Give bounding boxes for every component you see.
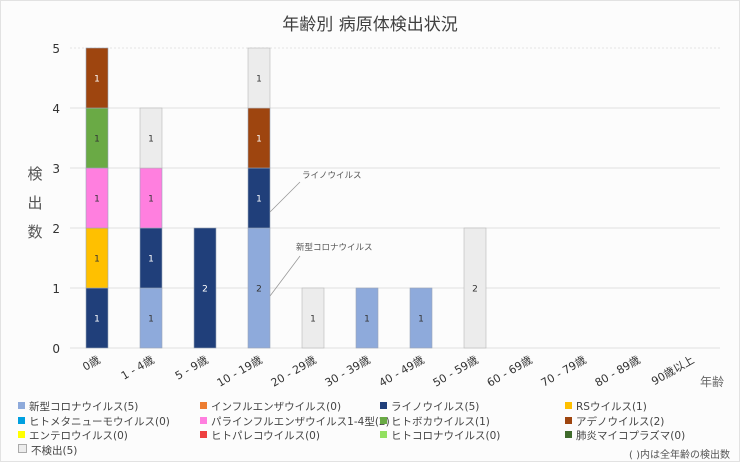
legend-label: ヒトメタニューモウイルス(0) [29, 416, 170, 428]
y-tick-label: 3 [52, 162, 60, 176]
legend-item: ヒトメタニューモウイルス(0) [18, 414, 170, 429]
bar-segment [193, 227, 217, 349]
legend-swatch [18, 402, 25, 409]
x-tick-label: 50 - 59歳 [431, 353, 481, 389]
x-tick-label: 5 - 9歳 [173, 353, 211, 382]
legend-swatch [18, 417, 25, 424]
data-label: 1 [418, 315, 424, 325]
legend-item: 肺炎マイコプラズマ(0) [565, 428, 685, 443]
legend-label: ヒトパレコウイルス(0) [211, 430, 320, 442]
annotation-leader-line [269, 181, 301, 213]
y-tick-label: 4 [52, 102, 60, 116]
bar-chart: 0 1 2 3 4 5 1 1 1 1 1 0歳 1 1 1 1 1 - 4歳 2 5 - 9歳 2 1 1 1 10 - 1… [52, 42, 720, 390]
y-tick-label: 5 [52, 42, 60, 56]
legend-label: エンテロウイルス(0) [29, 430, 128, 442]
data-label: 1 [256, 135, 262, 145]
data-label: 1 [94, 315, 100, 325]
annotation-label: 新型コロナウイルス [296, 242, 373, 253]
legend-swatch [565, 417, 572, 424]
legend-label: 不検出(5) [31, 445, 78, 457]
x-tick-label: 1 - 4歳 [119, 353, 157, 382]
legend-swatch [380, 417, 387, 424]
legend-label: ヒトボカウイルス(1) [391, 416, 490, 428]
data-label: 1 [148, 135, 154, 145]
data-label: 1 [256, 75, 262, 85]
legend-label: パラインフルエンザウイルス1-4型(2) [211, 416, 390, 428]
bar-segment [85, 47, 109, 109]
y-tick-label: 1 [52, 282, 60, 296]
legend-note: ( )内は全年齢の検出数 [629, 450, 730, 461]
x-tick-label: 70 - 79歳 [539, 353, 589, 389]
legend-label: ヒトコロナウイルス(0) [391, 430, 501, 442]
legend-item: インフルエンザウイルス(0) [200, 399, 341, 414]
x-axis-label: 年齢 [700, 375, 725, 389]
data-label: 1 [148, 315, 154, 325]
legend-swatch [565, 402, 572, 409]
data-label: 1 [94, 135, 100, 145]
y-axis-label: 検出数 [25, 160, 45, 247]
legend-label: RSウイルス(1) [576, 401, 647, 413]
bar-segment [139, 107, 163, 169]
legend-item: ライノウイルス(5) [380, 399, 479, 414]
legend-swatch [18, 431, 25, 438]
legend-swatch [200, 402, 207, 409]
legend-item: パラインフルエンザウイルス1-4型(2) [200, 414, 390, 429]
legend-swatch [380, 431, 387, 438]
bar-segment [355, 287, 379, 349]
x-tick-label: 20 - 29歳 [269, 353, 319, 389]
bar-segment [409, 287, 433, 349]
y-axis-label-char: 出 [27, 194, 43, 212]
annotation-label: ライノウイルス [302, 171, 362, 181]
data-label: 1 [94, 75, 100, 85]
legend-item: 不検出(5) [18, 443, 77, 458]
legend-swatch [18, 444, 27, 453]
y-tick-label: 2 [52, 222, 60, 236]
x-tick-label: 30 - 39歳 [323, 353, 373, 389]
data-label: 2 [202, 285, 208, 295]
data-label: 2 [256, 285, 262, 295]
y-axis-label-char: 検 [27, 165, 43, 183]
x-tick-label: 60 - 69歳 [485, 353, 535, 389]
x-tick-label: 90歳以上 [649, 353, 696, 388]
legend-label: 肺炎マイコプラズマ(0) [576, 430, 686, 442]
x-tick-label: 0歳 [80, 353, 102, 373]
data-label: 1 [256, 195, 262, 205]
annotation-leader-line [269, 255, 301, 297]
data-label: 1 [148, 255, 154, 265]
legend-label: アデノウイルス(2) [576, 416, 665, 428]
legend-label: 新型コロナウイルス(5) [29, 401, 139, 413]
x-tick-label: 80 - 89歳 [593, 353, 643, 389]
legend-item: ヒトボカウイルス(1) [380, 414, 490, 429]
legend-item: RSウイルス(1) [565, 399, 647, 414]
y-axis-label-char: 数 [27, 223, 43, 241]
bar-segment [247, 47, 271, 109]
x-tick-label: 10 - 19歳 [215, 353, 265, 389]
data-label: 1 [148, 195, 154, 205]
data-label: 2 [472, 285, 478, 295]
data-label: 1 [310, 315, 316, 325]
legend-swatch [200, 417, 207, 424]
legend-swatch [565, 431, 572, 438]
legend-item: ヒトコロナウイルス(0) [380, 428, 500, 443]
bar-segment [463, 227, 487, 349]
legend-swatch [380, 402, 387, 409]
legend-label: ライノウイルス(5) [391, 401, 480, 413]
legend-item: 新型コロナウイルス(5) [18, 399, 138, 414]
data-label: 1 [94, 255, 100, 265]
data-label: 1 [364, 315, 370, 325]
legend-item: エンテロウイルス(0) [18, 428, 128, 443]
legend-item: ヒトパレコウイルス(0) [200, 428, 320, 443]
chart-title: 年齢別 病原体検出状況 [282, 15, 458, 35]
bar-segment [301, 287, 325, 349]
x-tick-label: 40 - 49歳 [377, 353, 427, 389]
legend-label: インフルエンザウイルス(0) [211, 401, 342, 413]
legend-item: アデノウイルス(2) [565, 414, 664, 429]
y-tick-label: 0 [52, 342, 60, 356]
legend-swatch [200, 431, 207, 438]
data-label: 1 [94, 195, 100, 205]
